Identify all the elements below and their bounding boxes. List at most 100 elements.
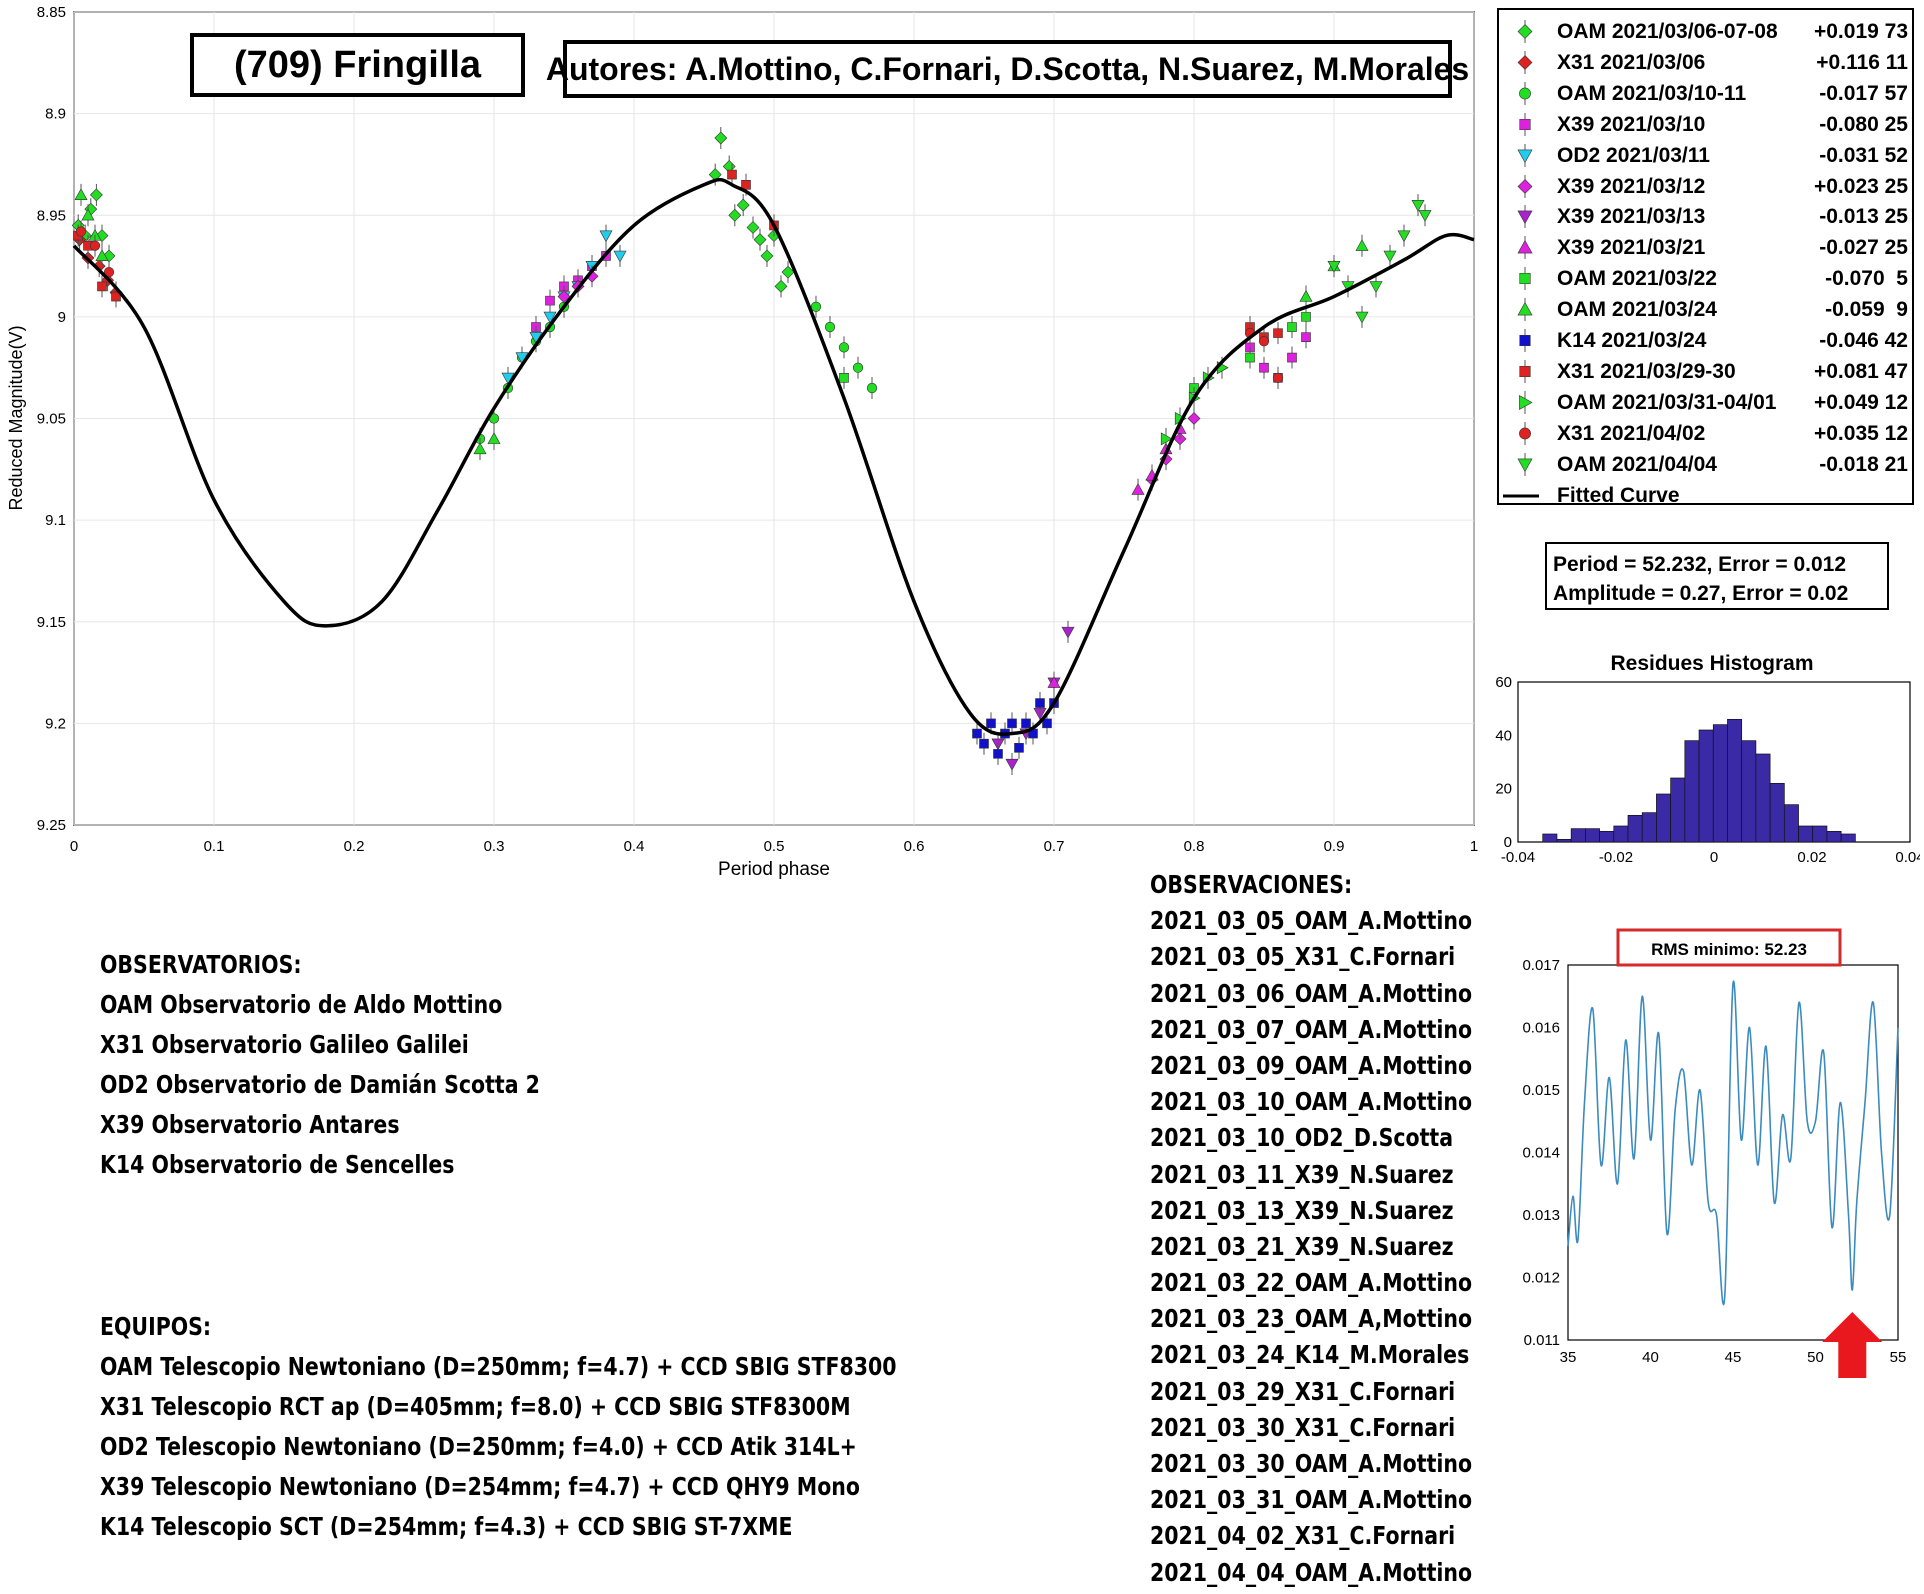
equipo-item: K14 Telescopio SCT (D=254mm; f=4.3) + CC… (100, 1512, 793, 1541)
triangle-down-marker-icon (1517, 143, 1533, 167)
legend-entry: OD2 2021/03/11 -0.031 52 (1499, 140, 1914, 171)
legend-entry: X31 2021/04/02 +0.035 12 (1499, 418, 1914, 449)
data-point (74, 188, 88, 201)
data-point (1397, 230, 1411, 243)
observacion-item: 2021_03_10_OD2_D.Scotta (1150, 1123, 1454, 1153)
observatorio-item: X39 Observatorio Antares (100, 1110, 400, 1139)
observacion-item: 2021_03_30_X31_C.Fornari (1150, 1412, 1456, 1442)
legend-offset: +0.023 25 (1813, 174, 1908, 198)
histogram-bar (1542, 833, 1558, 843)
data-point (95, 249, 109, 261)
legend-offset: +0.081 47 (1813, 359, 1908, 383)
legend-label: X39 2021/03/13 (1557, 205, 1706, 229)
legend-entry: X31 2021/03/29-30 +0.081 47 (1499, 356, 1914, 387)
rms-x-tick: 35 (1560, 1349, 1577, 1366)
rms-x-tick: 50 (1807, 1349, 1824, 1366)
legend-offset: -0.027 25 (1819, 236, 1908, 260)
y-tick-label: 9.2 (45, 715, 66, 732)
legend-label: OAM 2021/03/24 (1557, 298, 1717, 322)
triangle-down-marker-icon (1517, 205, 1533, 229)
data-point (1047, 676, 1061, 688)
data-point (838, 342, 850, 353)
histogram-x-tick: -0.02 (1599, 849, 1633, 866)
observacion-item: 2021_03_07_OAM_A.Mottino (1150, 1014, 1473, 1044)
legend-label: X31 2021/04/02 (1557, 421, 1706, 445)
legend-offset: -0.080 25 (1819, 112, 1908, 136)
data-point (1259, 362, 1269, 373)
data-point (1369, 281, 1383, 294)
y-tick-label: 8.85 (37, 4, 66, 21)
data-point (613, 250, 627, 263)
histogram-bars (1542, 718, 1856, 843)
data-point (1287, 322, 1297, 332)
chart-title: (709) Fringilla (190, 33, 525, 97)
data-point (1355, 311, 1369, 324)
data-point (866, 382, 878, 394)
data-point (736, 198, 750, 212)
observatorio-item: K14 Observatorio de Sencelles (100, 1150, 455, 1179)
histogram-ticks: -0.04 -0.02 0 0.02 0.04 0 20 40 60 (1495, 674, 1920, 866)
data-point (746, 221, 760, 234)
equipos-heading: EQUIPOS: (100, 1312, 212, 1341)
data-point (1005, 758, 1019, 771)
rms-y-tick: 0.012 (1522, 1270, 1560, 1287)
data-point (852, 362, 864, 373)
observacion-item: 2021_04_02_X31_C.Fornari (1150, 1521, 1456, 1551)
observacion-item: 2021_03_23_OAM_A,Mottino (1150, 1304, 1473, 1334)
amplitude-line: Amplitude = 0.27, Error = 0.02 (1553, 582, 1849, 605)
data-point (1007, 718, 1017, 729)
observaciones-list: 2021_03_05_OAM_A.Mottino 2021_03_05_X31_C… (1150, 906, 1472, 1594)
histogram-bar (1641, 812, 1657, 843)
equipos-list: OAM Telescopio Newtoniano (D=250mm; f=4.… (100, 1352, 897, 1552)
observacion-item: 2021_03_21_X39_N.Suarez (1150, 1231, 1454, 1261)
histogram-bar (1627, 814, 1643, 843)
legend-entry: OAM 2021/03/31-04/01 +0.049 12 (1499, 387, 1914, 418)
x-tick-label: 0.1 (204, 838, 225, 855)
rms-y-tick: 0.014 (1522, 1145, 1560, 1162)
observacion-item: 2021_03_06_OAM_A.Mottino (1150, 978, 1473, 1008)
equipo-item: OAM Telescopio Newtoniano (D=250mm; f=4.… (100, 1352, 897, 1381)
triangle-up-marker-icon (1517, 236, 1533, 260)
line-marker-icon (1503, 494, 1539, 497)
data-point (1021, 718, 1031, 729)
rms-plot-area (1567, 964, 1899, 1341)
data-point (1245, 352, 1255, 363)
histogram-bar (1727, 718, 1743, 843)
data-point (1299, 289, 1313, 302)
observacion-item: 2021_03_29_X31_C.Fornari (1150, 1376, 1456, 1406)
rms-y-tick: 0.016 (1522, 1020, 1560, 1037)
data-point (986, 718, 996, 729)
legend-entry: X39 2021/03/10 -0.080 25 (1499, 109, 1914, 140)
legend-offset: +0.116 11 (1816, 50, 1908, 74)
rms-minimo-box (1616, 928, 1842, 967)
square-marker-icon (1519, 112, 1531, 136)
triangle-right-marker-icon (1519, 390, 1533, 414)
x-tick-label: 0.2 (344, 838, 365, 855)
legend-offset: -0.046 42 (1819, 329, 1908, 352)
observatorios-list: OAM Observatorio de Aldo Mottino X31 Obse… (100, 990, 540, 1190)
circle-marker-icon (1519, 421, 1531, 445)
equipos-block: EQUIPOS: OAM Telescopio Newtoniano (D=25… (100, 1312, 897, 1552)
data-point (972, 728, 982, 739)
histogram-x-tick: 0.04 (1895, 849, 1920, 866)
histogram-bar (1783, 804, 1799, 843)
histogram-bar (1613, 825, 1629, 843)
legend-label: OAM 2021/03/22 (1557, 267, 1717, 291)
legend-entry: OAM 2021/03/06-07-08 +0.019 73 (1499, 16, 1914, 47)
circle-marker-icon (1519, 81, 1531, 105)
data-point (824, 322, 836, 333)
data-point (727, 169, 737, 180)
observacion-item: 2021_03_05_X31_C.Fornari (1150, 942, 1456, 972)
data-point (89, 240, 101, 251)
observatorios-block: OBSERVATORIOS: OAM Observatorio de Aldo … (100, 950, 540, 1190)
histogram-y-tick: 60 (1495, 674, 1512, 691)
x-tick-label: 0 (70, 838, 78, 855)
data-point (728, 208, 742, 222)
data-point (89, 188, 103, 202)
square-marker-icon (1519, 359, 1531, 383)
triangle-up-marker-icon (1517, 298, 1533, 322)
x-tick-label: 0.8 (1184, 838, 1205, 855)
data-points (71, 127, 1432, 776)
legend-label: X39 2021/03/21 (1557, 236, 1706, 260)
data-point (487, 432, 501, 444)
